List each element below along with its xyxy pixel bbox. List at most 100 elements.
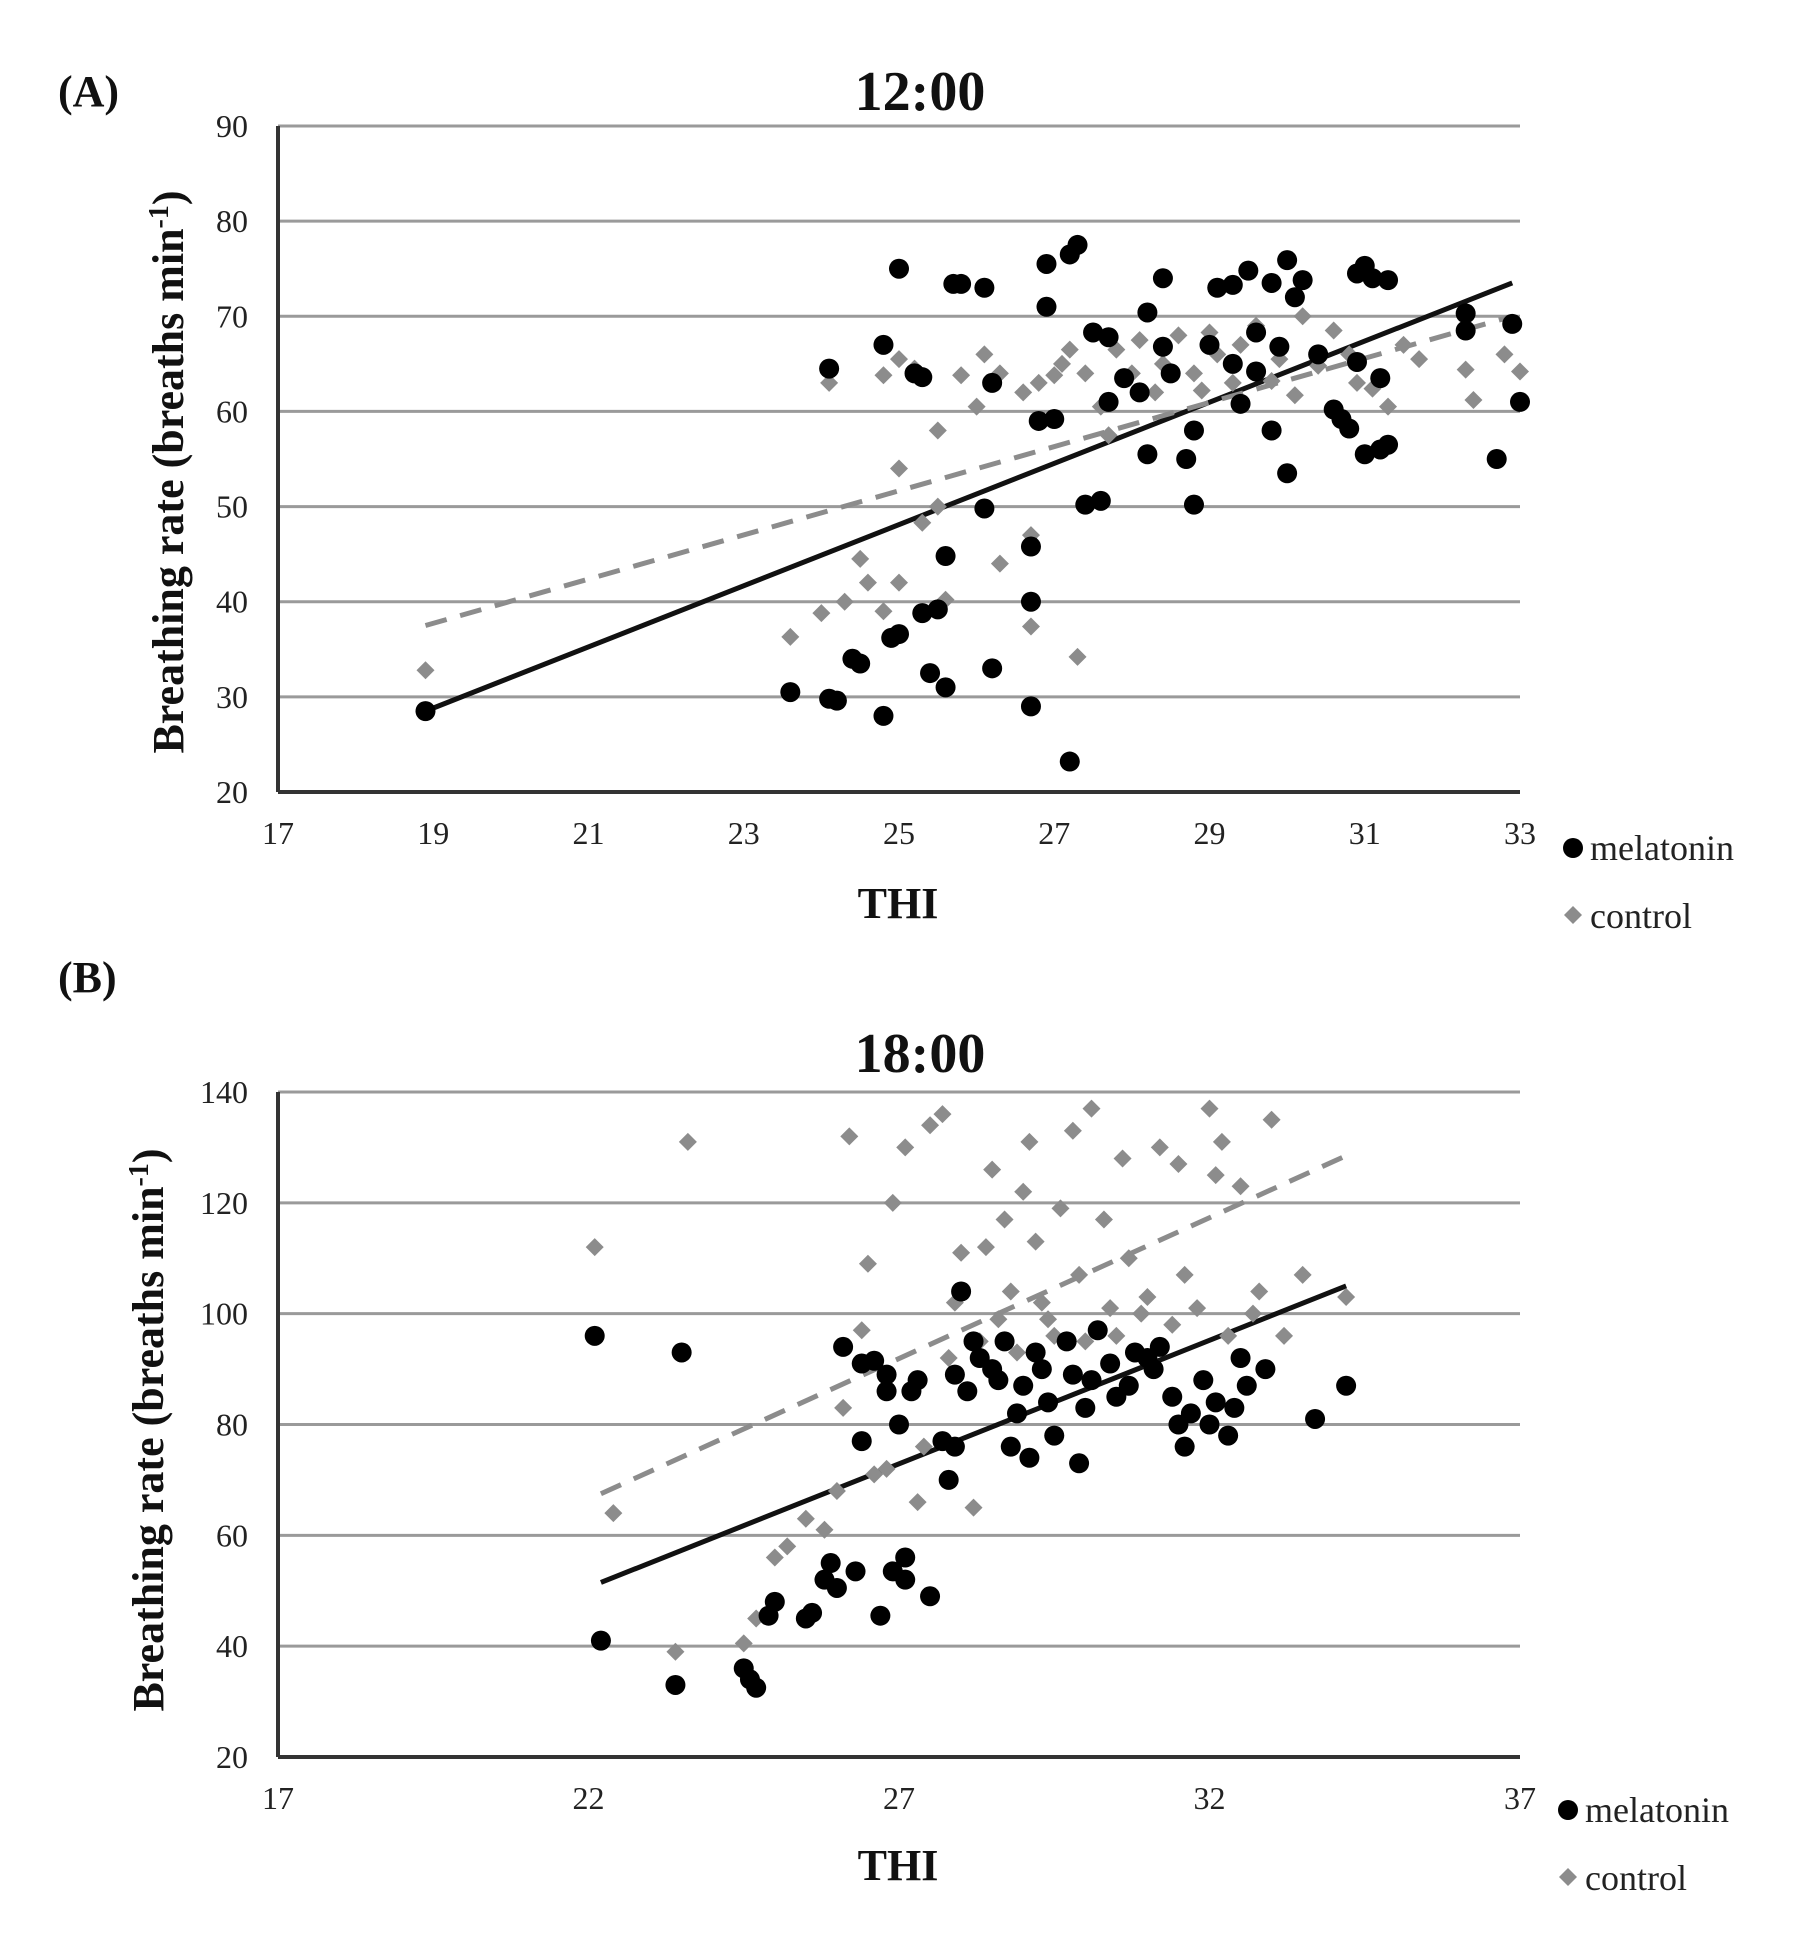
point-control [1163, 1315, 1182, 1334]
point-melatonin [802, 1602, 823, 1623]
point-control [827, 1482, 846, 1500]
point-control [1119, 1249, 1138, 1268]
point-melatonin [1036, 296, 1057, 317]
point-control [815, 1520, 834, 1539]
x-tick-label: 19 [417, 815, 449, 851]
point-control [840, 1127, 859, 1146]
point-control [820, 373, 839, 392]
point-control [1130, 331, 1149, 350]
point-control [1293, 1265, 1312, 1284]
point-melatonin [1277, 250, 1298, 271]
point-control [1053, 354, 1072, 373]
point-control [1099, 426, 1118, 445]
point-control [967, 397, 986, 416]
point-melatonin [415, 701, 436, 722]
x-tick-label: 22 [573, 1780, 605, 1816]
point-melatonin [951, 1281, 972, 1302]
point-melatonin [873, 705, 894, 726]
point-melatonin [1183, 494, 1204, 515]
point-control [1394, 335, 1413, 354]
point-melatonin [957, 1381, 978, 1402]
point-melatonin [1059, 751, 1080, 772]
point-melatonin [1114, 368, 1135, 389]
x-tick-label: 27 [1038, 815, 1070, 851]
point-melatonin [850, 653, 871, 674]
panel-b-title: 18:00 [855, 1023, 986, 1085]
point-control [1337, 1288, 1356, 1307]
point-melatonin [938, 1469, 959, 1490]
point-melatonin [1087, 1320, 1108, 1341]
point-control [1223, 373, 1242, 392]
point-melatonin [944, 1364, 965, 1385]
point-melatonin [1100, 1353, 1121, 1374]
point-melatonin [1510, 391, 1530, 412]
point-control [1175, 1265, 1194, 1284]
point-control [1212, 1132, 1231, 1151]
point-control [1347, 373, 1366, 392]
point-control [976, 1238, 995, 1257]
point-control [964, 1498, 983, 1517]
point-melatonin [746, 1677, 767, 1698]
point-control [1262, 1110, 1281, 1129]
y-tick-label: 80 [216, 203, 248, 239]
point-control [877, 1459, 896, 1478]
point-control [1020, 1132, 1039, 1151]
point-melatonin [1284, 287, 1305, 308]
point-control [874, 602, 893, 621]
point-control [781, 627, 800, 646]
y-tick-label: 20 [216, 1739, 248, 1775]
point-control [604, 1504, 623, 1523]
y-tick-label: 50 [216, 489, 248, 525]
point-melatonin [1199, 1414, 1220, 1435]
point-melatonin [864, 1350, 885, 1371]
point-control [1014, 383, 1033, 402]
point-melatonin [1067, 234, 1088, 255]
point-melatonin [1098, 391, 1119, 412]
point-control [678, 1132, 697, 1151]
legend-melatonin-marker [1558, 1800, 1578, 1820]
point-control [778, 1537, 797, 1556]
point-melatonin [1292, 270, 1313, 291]
point-control [1021, 617, 1040, 636]
point-melatonin [982, 372, 1003, 393]
point-melatonin [1031, 1359, 1052, 1380]
point-melatonin [1044, 409, 1065, 430]
point-melatonin [1336, 1375, 1357, 1396]
point-control [908, 1493, 927, 1512]
x-tick-label: 33 [1504, 815, 1536, 851]
legend-melatonin-label: melatonin [1590, 828, 1734, 868]
point-melatonin [895, 1547, 916, 1568]
point-control [1060, 340, 1079, 359]
point-melatonin [1246, 322, 1267, 343]
point-melatonin [1020, 696, 1041, 717]
point-melatonin [1378, 270, 1399, 291]
point-control [1285, 386, 1304, 405]
point-melatonin [974, 277, 995, 298]
panel-b-y-axis-label: Breathing rate (breaths min-1) [124, 1148, 174, 1711]
point-control [995, 1210, 1014, 1229]
point-melatonin [907, 1370, 928, 1391]
point-melatonin [1222, 274, 1243, 295]
point-control [1063, 1121, 1082, 1140]
point-control [990, 554, 1009, 573]
point-control [939, 1349, 958, 1367]
point-control [914, 1437, 933, 1456]
point-melatonin [1152, 268, 1173, 289]
point-melatonin [994, 1331, 1015, 1352]
y-tick-label: 80 [216, 1407, 248, 1443]
point-melatonin [764, 1591, 785, 1612]
point-melatonin [1137, 302, 1158, 323]
legend-control-label: control [1590, 896, 1692, 936]
point-melatonin [1183, 420, 1204, 441]
point-melatonin [873, 334, 894, 355]
point-melatonin [1118, 1375, 1139, 1396]
y-tick-label: 60 [216, 393, 248, 429]
point-melatonin [912, 603, 933, 624]
point-melatonin [1455, 303, 1476, 324]
point-melatonin [876, 1381, 897, 1402]
point-melatonin [889, 624, 909, 645]
point-melatonin [671, 1342, 692, 1363]
point-melatonin [1261, 272, 1282, 293]
point-melatonin [870, 1605, 891, 1626]
point-melatonin [1230, 1348, 1251, 1368]
